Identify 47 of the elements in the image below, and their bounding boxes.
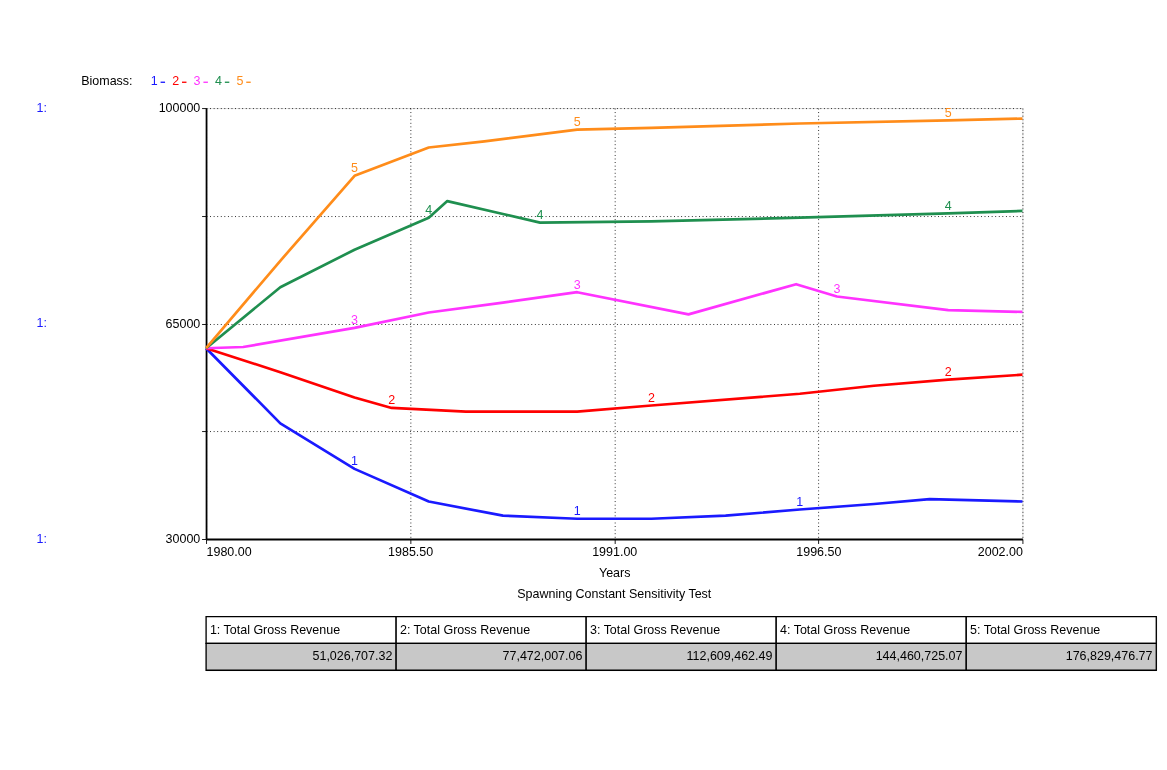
legend-label: 5 [236,73,244,88]
y-tick-label: 100000 [158,101,201,116]
text: 2 [647,390,655,405]
text: 5 [944,105,952,120]
legend-label: 2 [172,73,180,88]
text: 1: Total Gross Revenue [209,622,341,637]
line-series [204,346,1024,521]
line-series [204,117,1024,350]
y-tick-label: 65000 [165,316,201,331]
text: 176,829,476.77 [1065,649,1153,664]
text: 1 [351,454,359,469]
text: 4 [536,208,544,223]
text: 2 [944,365,952,380]
text: 2: Total Gross Revenue [399,622,531,637]
text: 5 [573,115,581,130]
text: 1 [796,494,804,509]
y-tick-label: 30000 [165,532,201,547]
legend-label: 4 [215,73,223,88]
x-tick-label: 1980.00 [206,544,252,559]
text: 112,609,462.49 [686,649,773,664]
text: 3 [573,277,581,292]
legend-label: 3 [193,73,201,88]
text: 3 [351,313,359,328]
text: 5 [351,161,359,176]
text: 1: [36,100,47,115]
x-tick-label: 1985.50 [388,544,434,559]
text: 4 [425,203,433,218]
x-tick-label: 1996.50 [796,544,842,559]
line-series [204,282,1024,350]
text: Spawning Constant Sensitivity Test [517,586,712,601]
text: 1: [36,531,47,546]
text: 3: Total Gross Revenue [589,622,721,637]
text: 5: Total Gross Revenue [970,622,1101,637]
text: 4 [944,198,952,213]
text: 144,460,725.07 [875,649,963,664]
text: 77,472,007.06 [502,649,583,664]
text: 1: [36,316,47,331]
legend-label: 1 [150,73,158,88]
text: 1 [573,504,581,519]
x-axis-title: Years [598,565,631,580]
legend-title: Biomass: [81,73,133,88]
text: 4: Total Gross Revenue [780,622,911,637]
text: 51,026,707.32 [312,649,393,664]
text: 3 [833,281,841,296]
x-tick-label: 2002.00 [977,544,1023,559]
text: 2 [388,393,396,408]
x-tick-label: 1991.00 [592,544,638,559]
